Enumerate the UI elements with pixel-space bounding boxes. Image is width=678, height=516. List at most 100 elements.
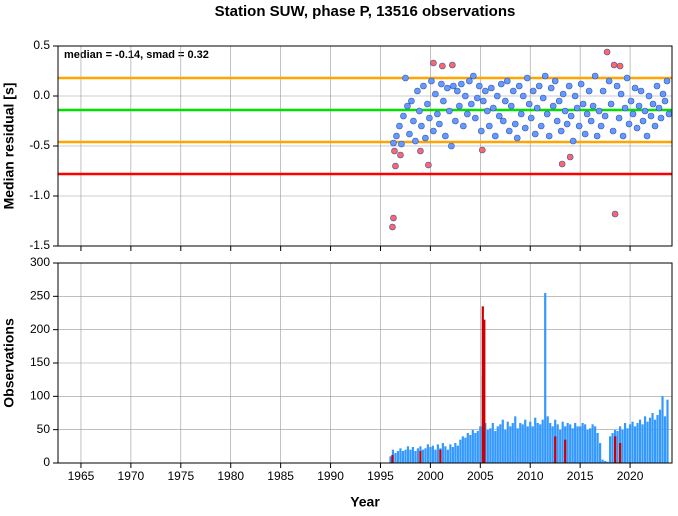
bar [606, 461, 609, 463]
data-point [412, 137, 419, 145]
data-point [511, 120, 519, 128]
x-tick-label: 2010 [517, 469, 544, 483]
data-point [575, 122, 583, 130]
data-point [521, 124, 529, 132]
data-point [426, 114, 433, 122]
bar [536, 423, 539, 463]
bar [589, 428, 592, 463]
data-point [613, 82, 621, 90]
bar [564, 439, 567, 463]
data-point [396, 122, 403, 130]
data-point [633, 124, 641, 132]
bar [499, 424, 502, 463]
data-point [629, 110, 637, 118]
bar [464, 437, 467, 463]
data-point [416, 107, 423, 115]
bar [623, 423, 627, 463]
data-point [545, 132, 553, 140]
data-point [390, 214, 397, 222]
bar [431, 445, 434, 463]
data-point [503, 77, 511, 85]
data-point [391, 147, 398, 155]
bar [586, 429, 589, 463]
data-point [472, 114, 479, 122]
data-point [468, 100, 475, 108]
data-point [645, 92, 653, 100]
data-point [607, 100, 615, 108]
plot-frame [57, 45, 673, 247]
data-point [517, 110, 525, 118]
data-point [649, 100, 657, 108]
bar [441, 443, 444, 463]
bar [658, 409, 662, 463]
data-point [458, 80, 465, 88]
bar [459, 439, 462, 463]
data-point [635, 102, 643, 110]
data-point [653, 82, 661, 90]
data-point [559, 90, 567, 98]
data-point [515, 82, 523, 90]
data-point [573, 104, 581, 112]
data-point [408, 97, 415, 105]
data-point [597, 122, 605, 130]
data-point [478, 127, 485, 135]
data-point [593, 132, 601, 140]
data-point [558, 160, 566, 168]
data-point [655, 104, 663, 112]
data-point [464, 110, 471, 118]
data-point [439, 62, 446, 70]
data-point [553, 117, 561, 125]
data-point [625, 120, 633, 128]
x-tick-label: 1990 [317, 469, 344, 483]
data-point [434, 110, 441, 118]
data-point [603, 48, 611, 56]
data-point [398, 140, 405, 148]
bar [566, 423, 569, 463]
data-point [499, 117, 507, 125]
y-tick-label: 150 [30, 355, 50, 369]
bar [394, 453, 397, 463]
data-point [422, 134, 429, 142]
y-tick-label: 0.0 [33, 88, 50, 102]
x-tick-label: 1995 [367, 469, 394, 483]
data-point [491, 132, 499, 140]
data-point [551, 77, 559, 85]
data-point [417, 147, 424, 155]
bar [551, 426, 554, 463]
bar [541, 419, 544, 463]
data-point [495, 112, 503, 120]
bar [421, 449, 425, 463]
bar [661, 396, 664, 463]
data-point [476, 82, 483, 90]
x-axis-label: Year [350, 494, 380, 510]
data-point [577, 80, 585, 88]
bar [471, 429, 474, 463]
data-point [442, 132, 449, 140]
bar [486, 429, 489, 463]
bar [576, 426, 579, 463]
y-tick-label: -1.5 [29, 238, 50, 252]
bar [581, 423, 584, 463]
bar [479, 426, 482, 463]
data-point [404, 102, 411, 110]
bar [656, 415, 659, 463]
data-point [454, 87, 461, 95]
bar [504, 429, 507, 463]
bar [454, 443, 457, 463]
data-point [549, 102, 557, 110]
y-tick-label: 50 [37, 422, 51, 436]
data-point [647, 112, 655, 120]
y-axis-label: Observations [1, 318, 17, 408]
data-point [449, 61, 456, 69]
bar [546, 416, 549, 463]
data-point [643, 132, 651, 140]
x-tick-label: 1980 [217, 469, 244, 483]
bar [474, 433, 477, 463]
data-point [418, 122, 425, 130]
data-point [440, 97, 447, 105]
data-point [617, 90, 625, 98]
data-point [513, 134, 521, 142]
data-point [493, 92, 501, 100]
bar [631, 421, 634, 463]
